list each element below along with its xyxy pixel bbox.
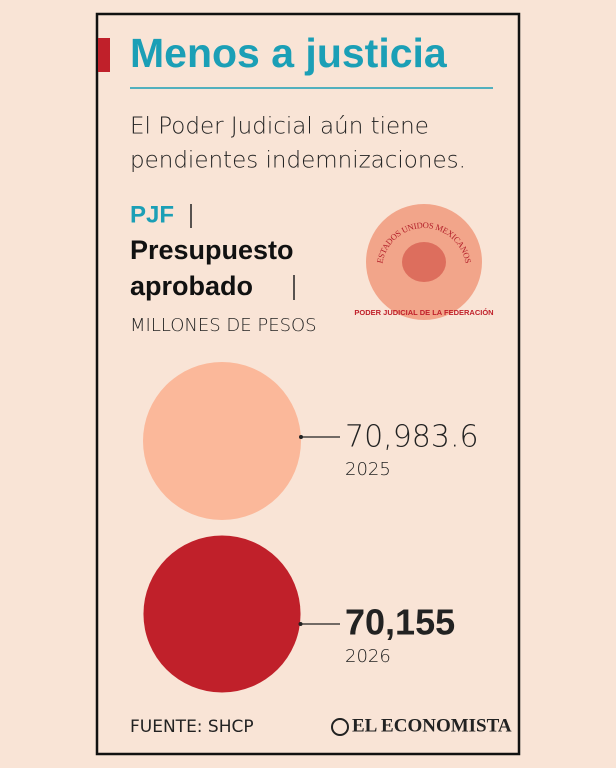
logo: EL ECONOMISTA <box>352 715 512 736</box>
logo-mark <box>331 718 349 736</box>
leader-dot <box>298 622 303 626</box>
label: aprobado <box>130 271 253 301</box>
category-label: 2025 <box>345 459 391 480</box>
label: Presupuesto <box>130 235 294 265</box>
leader-dot <box>299 435 303 439</box>
value-circle <box>143 535 301 693</box>
title: Menos a justicia <box>130 30 448 76</box>
subtitle: El Poder Judicial aún tiene <box>130 114 429 140</box>
label-acronym: PJF <box>130 201 174 228</box>
frame <box>95 12 521 756</box>
value-circle <box>143 362 301 520</box>
seal-caption: PODER JUDICIAL DE LA FEDERACIÓN <box>354 308 493 317</box>
seal: ESTADOS UNIDOS MEXICANOS PODER JUDICIAL … <box>354 204 494 320</box>
category-label: 2026 <box>345 646 391 667</box>
unit: MILLONES DE PESOS <box>130 315 317 336</box>
value-label: 70,155 <box>345 602 455 643</box>
subtitle: pendientes indemnizaciones. <box>130 148 466 174</box>
accent-tab <box>98 38 110 72</box>
source: FUENTE: SHCP <box>130 717 254 737</box>
seal-emblem <box>402 242 446 282</box>
value-label: 70,983.6 <box>345 420 479 455</box>
